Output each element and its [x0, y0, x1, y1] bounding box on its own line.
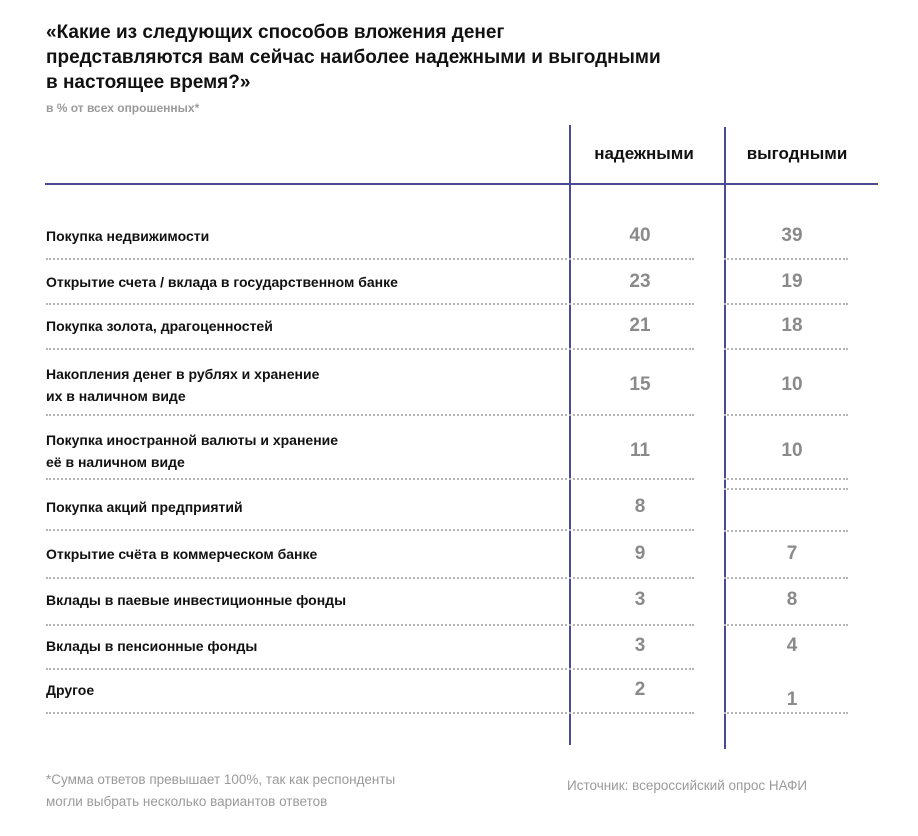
row-separator	[724, 577, 848, 579]
row-label: Накопления денег в рублях и хранение их в…	[46, 363, 446, 407]
row-separator	[724, 530, 848, 532]
row-label: Покупка недвижимости	[46, 225, 446, 247]
source-note: Источник: всероссийский опрос НАФИ	[567, 778, 808, 793]
column-header-profitable: выгодными	[746, 144, 848, 163]
row-label-line: Открытие счета / вклада в государственно…	[46, 274, 398, 290]
row-separator	[46, 624, 694, 626]
value-profitable: 39	[781, 225, 803, 246]
row-label: Открытие счёта в коммерческом банке	[46, 543, 446, 565]
row-label: Вклады в паевые инвестиционные фонды	[46, 589, 446, 611]
value-profitable: 19	[781, 271, 803, 292]
row-label-line: Другое	[46, 682, 95, 698]
value-profitable: 10	[781, 440, 803, 461]
value-reliable: 9	[634, 543, 646, 564]
row-separator	[46, 577, 694, 579]
chart-subtitle: в % от всех опрошенных*	[46, 101, 200, 115]
row-label-line: Покупка акций предприятий	[46, 499, 243, 515]
value-reliable: 21	[629, 315, 651, 336]
row-separator	[724, 414, 848, 416]
row-separator	[46, 303, 694, 305]
title-line: в настоящее время?»	[46, 72, 251, 93]
row-separator	[724, 348, 848, 350]
row-separator	[724, 258, 848, 260]
row-separator	[46, 529, 694, 531]
title-line: представляются вам сейчас наиболее надеж…	[46, 47, 661, 68]
row-separator	[46, 258, 694, 260]
value-profitable: 8	[786, 589, 798, 610]
footnote: *Сумма ответов превышает 100%, так как р…	[46, 769, 395, 813]
row-separator	[724, 624, 848, 626]
row-separator	[46, 668, 694, 670]
column-header-reliable: надежными	[594, 144, 694, 163]
row-separator	[724, 712, 848, 714]
value-reliable: 3	[634, 589, 646, 610]
row-separator	[724, 478, 848, 480]
row-label-line: Открытие счёта в коммерческом банке	[46, 546, 318, 562]
row-separator	[724, 303, 848, 305]
value-profitable: 7	[786, 543, 798, 564]
value-reliable: 8	[634, 496, 646, 517]
value-reliable: 40	[629, 225, 651, 246]
row-label: Другое	[46, 679, 446, 701]
row-label-line: Накопления денег в рублях и хранение	[46, 366, 320, 382]
value-reliable: 23	[629, 271, 651, 292]
value-reliable: 15	[629, 374, 651, 395]
chart-title: «Какие из следующих способов вложения де…	[46, 20, 846, 95]
row-label: Покупка иностранной валюты и хранение её …	[46, 429, 446, 473]
value-profitable: 18	[781, 315, 803, 336]
value-profitable: 4	[786, 635, 798, 656]
row-separator	[46, 712, 694, 714]
row-label: Покупка золота, драгоценностей	[46, 315, 446, 337]
row-label-line: их в наличном виде	[46, 388, 186, 404]
row-separator	[724, 488, 848, 490]
row-label-line: Покупка иностранной валюты и хранение	[46, 432, 339, 448]
row-separator	[46, 478, 694, 480]
column-divider	[569, 125, 571, 745]
row-label-line: Покупка золота, драгоценностей	[46, 318, 273, 334]
row-label-line: Вклады в пенсионные фонды	[46, 638, 258, 654]
value-reliable: 2	[634, 679, 646, 700]
value-reliable: 3	[634, 635, 646, 656]
footnote-line: *Сумма ответов превышает 100%, так как р…	[46, 772, 396, 787]
header-rule	[45, 183, 878, 185]
row-label: Открытие счета / вклада в государственно…	[46, 271, 446, 293]
row-label: Вклады в пенсионные фонды	[46, 635, 446, 657]
row-label: Покупка акций предприятий	[46, 496, 446, 518]
row-separator	[46, 414, 694, 416]
row-label-line: Покупка недвижимости	[46, 228, 210, 244]
row-label-line: Вклады в паевые инвестиционные фонды	[46, 592, 347, 608]
column-divider	[724, 127, 726, 749]
title-line: «Какие из следующих способов вложения де…	[46, 22, 505, 43]
value-profitable: 10	[781, 374, 803, 395]
footnote-line: могли выбрать несколько вариантов ответо…	[46, 794, 328, 809]
value-reliable: 11	[629, 440, 651, 461]
value-profitable: 1	[786, 689, 798, 710]
row-label-line: её в наличном виде	[46, 454, 185, 470]
row-separator	[46, 348, 694, 350]
